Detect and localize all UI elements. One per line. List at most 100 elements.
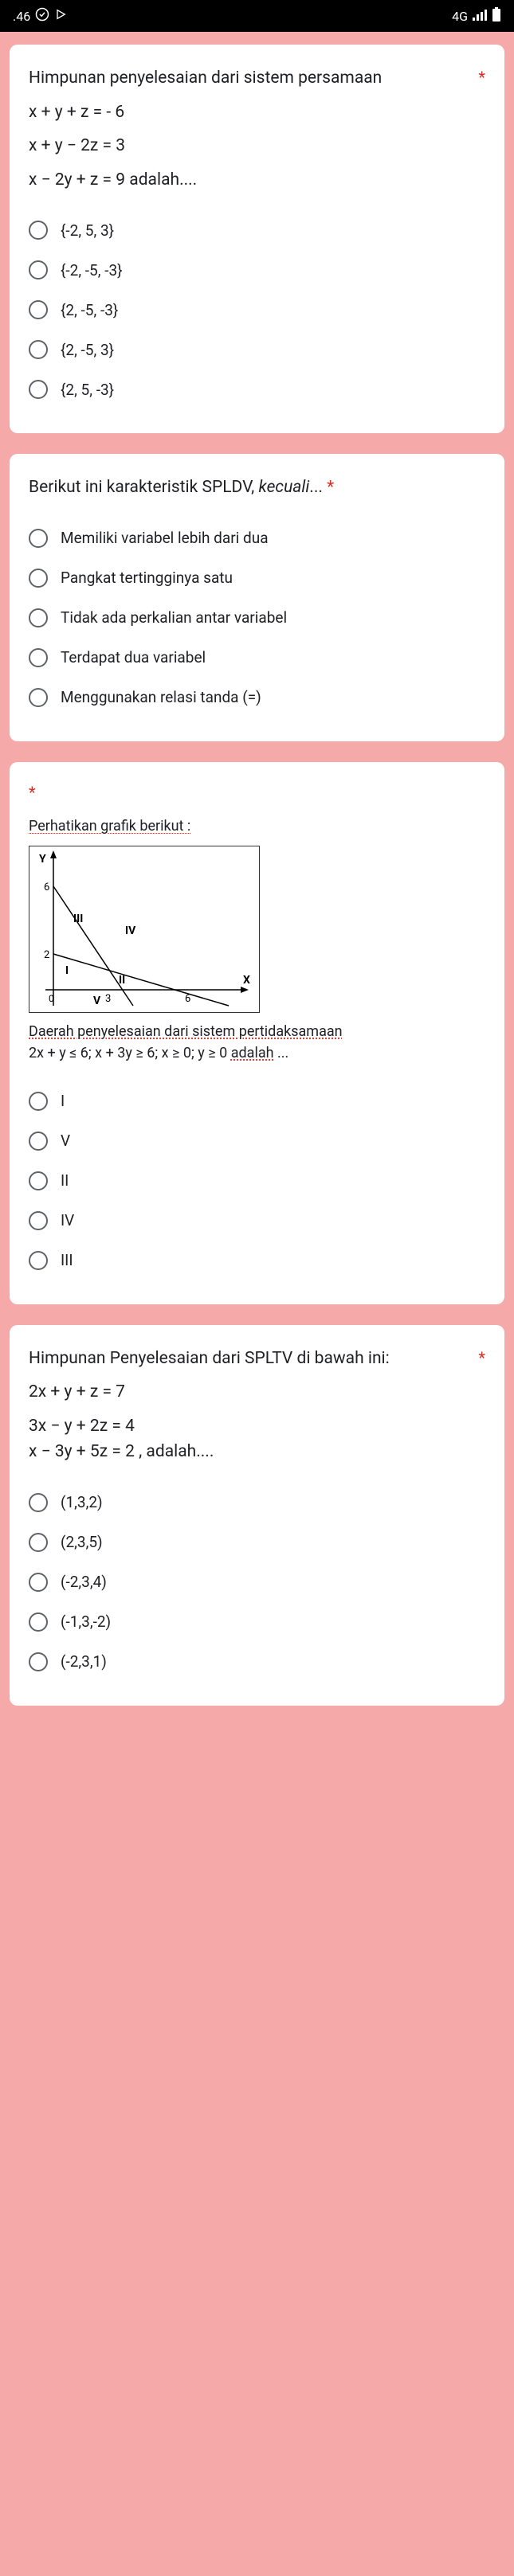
radio-icon	[29, 1171, 48, 1190]
option-label: Pangkat tertingginya satu	[61, 569, 233, 587]
radio-icon	[29, 1612, 48, 1632]
option-label: IV	[61, 1211, 74, 1229]
option-label: (-2,3,4)	[61, 1573, 107, 1591]
question-card: * Perhatikan grafik berikut : 6 2 3 6 Y …	[10, 762, 504, 1304]
option-label: {2, -5, 3}	[61, 341, 114, 359]
question-card: Berikut ini karakteristik SPLDV, kecuali…	[10, 454, 504, 741]
svg-text:3: 3	[105, 993, 111, 1005]
svg-text:Y: Y	[39, 853, 46, 866]
radio-icon	[29, 608, 48, 627]
question-prompt: * Himpunan penyelesaian dari sistem pers…	[29, 65, 485, 193]
graph-svg: 6 2 3 6 Y X I II III IV V 0	[29, 846, 261, 1014]
option-label: (-2,3,1)	[61, 1652, 107, 1671]
radio-option[interactable]: (-2,3,4)	[29, 1562, 485, 1602]
question-card: * Himpunan Penyelesaian dari SPLTV di ba…	[10, 1325, 504, 1706]
prompt-line: 3x − y + 2z = 4	[29, 1413, 485, 1440]
graph-wrap: 6 2 3 6 Y X I II III IV V 0	[29, 846, 485, 1013]
option-label: (-1,3,-2)	[61, 1612, 111, 1631]
radio-option[interactable]: (2,3,5)	[29, 1523, 485, 1562]
radio-option[interactable]: (1,3,2)	[29, 1483, 485, 1523]
svg-text:III: III	[73, 913, 83, 925]
svg-text:V: V	[93, 995, 101, 1007]
radio-option[interactable]: Menggunakan relasi tanda (=)	[29, 678, 485, 717]
option-label: I	[61, 1092, 65, 1110]
radio-icon	[29, 1132, 48, 1151]
prompt-line: x + y + z = - 6	[29, 100, 485, 126]
options-list: (1,3,2) (2,3,5) (-2,3,4) (-1,3,-2) (-2,3…	[29, 1483, 485, 1682]
radio-option[interactable]: Terdapat dua variabel	[29, 638, 485, 678]
radio-option[interactable]: II	[29, 1161, 485, 1201]
option-label: III	[61, 1251, 73, 1269]
svg-text:IV: IV	[125, 924, 136, 937]
prompt-line: Himpunan Penyelesaian dari SPLTV di bawa…	[29, 1349, 390, 1368]
radio-option[interactable]: Memiliki variabel lebih dari dua	[29, 518, 485, 558]
radio-option[interactable]: Tidak ada perkalian antar variabel	[29, 598, 485, 638]
radio-option[interactable]: {-2, -5, -3}	[29, 250, 485, 290]
required-asterisk: *	[478, 1346, 485, 1370]
option-label: {-2, -5, -3}	[61, 261, 123, 279]
prompt-line: Himpunan penyelesaian dari sistem persam…	[29, 68, 382, 88]
radio-option[interactable]: (-2,3,1)	[29, 1642, 485, 1682]
option-label: {2, 5, -3}	[61, 381, 114, 399]
required-asterisk: *	[478, 65, 485, 90]
signal-icon	[473, 9, 487, 24]
radio-option[interactable]: {2, -5, -3}	[29, 290, 485, 330]
graph-description: Daerah penyelesaian dari sistem pertidak…	[29, 1021, 485, 1064]
radio-option[interactable]: {2, -5, 3}	[29, 330, 485, 369]
radio-icon	[29, 648, 48, 667]
radio-icon	[29, 260, 48, 279]
radio-icon	[29, 1092, 48, 1111]
graph-box: 6 2 3 6 Y X I II III IV V 0	[29, 846, 260, 1013]
question-prompt: Berikut ini karakteristik SPLDV, kecuali…	[29, 475, 485, 501]
prompt-line: x − 2y + z = 9 adalah....	[29, 167, 485, 193]
radio-icon	[29, 529, 48, 548]
radio-option[interactable]: {2, 5, -3}	[29, 369, 485, 409]
battery-icon	[492, 7, 501, 25]
option-label: Memiliki variabel lebih dari dua	[61, 529, 269, 547]
options-list: Memiliki variabel lebih dari dua Pangkat…	[29, 518, 485, 717]
option-label: (1,3,2)	[61, 1493, 103, 1511]
required-asterisk: *	[29, 783, 485, 802]
graph-caption: Perhatikan grafik berikut :	[29, 818, 485, 835]
status-check-icon	[35, 7, 49, 25]
svg-text:6: 6	[44, 881, 49, 893]
radio-icon	[29, 1652, 48, 1671]
option-label: {-2, 5, 3}	[61, 221, 114, 240]
option-label: V	[61, 1132, 70, 1150]
radio-option[interactable]: (-1,3,-2)	[29, 1602, 485, 1642]
radio-option[interactable]: III	[29, 1241, 485, 1280]
option-label: Menggunakan relasi tanda (=)	[61, 688, 261, 706]
prompt-line: 2x + y + z = 7	[29, 1379, 485, 1405]
radio-option[interactable]: {-2, 5, 3}	[29, 210, 485, 250]
radio-icon	[29, 300, 48, 319]
radio-icon	[29, 380, 48, 399]
status-bar: .46 4G	[0, 0, 514, 32]
questions-container: * Himpunan penyelesaian dari sistem pers…	[0, 32, 514, 1718]
question-prompt: * Himpunan Penyelesaian dari SPLTV di ba…	[29, 1346, 485, 1465]
radio-icon	[29, 569, 48, 588]
question-card: * Himpunan penyelesaian dari sistem pers…	[10, 45, 504, 433]
svg-text:X: X	[243, 974, 250, 987]
play-icon	[54, 8, 67, 24]
prompt-line: x − 3y + 5z = 2 , adalah....	[29, 1439, 485, 1465]
radio-icon	[29, 340, 48, 359]
radio-option[interactable]: IV	[29, 1201, 485, 1241]
radio-icon	[29, 221, 48, 240]
radio-icon	[29, 1533, 48, 1552]
radio-icon	[29, 1251, 48, 1270]
status-time: .46	[13, 9, 30, 24]
radio-icon	[29, 1211, 48, 1230]
option-label: II	[61, 1171, 69, 1190]
radio-icon	[29, 688, 48, 707]
radio-option[interactable]: V	[29, 1121, 485, 1161]
prompt-line: Berikut ini karakteristik SPLDV, kecuali…	[29, 478, 334, 497]
radio-option[interactable]: Pangkat tertingginya satu	[29, 558, 485, 598]
network-label: 4G	[452, 9, 468, 24]
svg-text:0: 0	[49, 993, 54, 1004]
svg-text:I: I	[65, 964, 69, 977]
prompt-line: x + y − 2z = 3	[29, 133, 485, 159]
option-label: Terdapat dua variabel	[61, 648, 206, 666]
option-label: (2,3,5)	[61, 1533, 103, 1551]
svg-text:2: 2	[44, 949, 49, 961]
radio-option[interactable]: I	[29, 1081, 485, 1121]
